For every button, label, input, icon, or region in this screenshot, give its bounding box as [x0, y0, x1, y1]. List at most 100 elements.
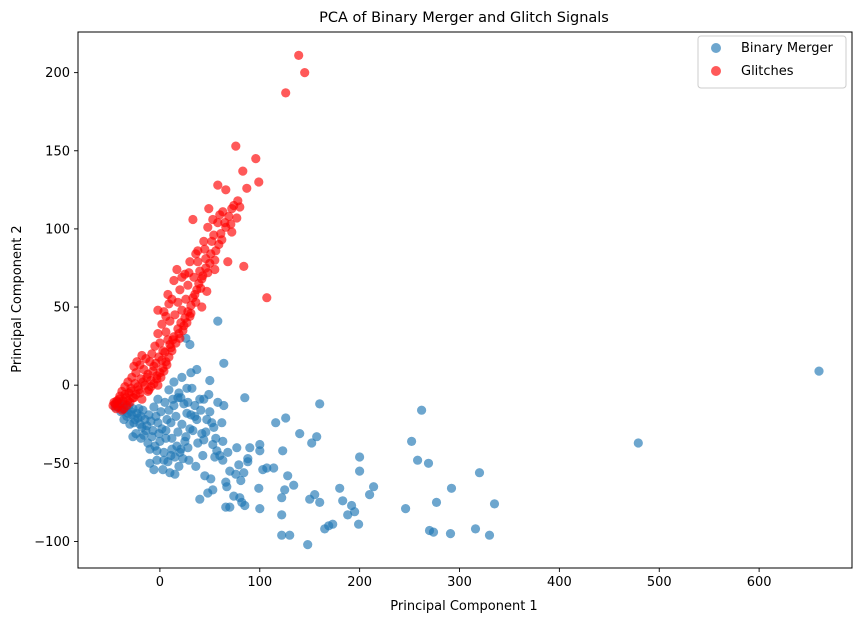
y-tick-label: 200 — [45, 66, 70, 81]
points-layer — [108, 50, 824, 550]
series-glitches — [108, 50, 310, 415]
binary-merger-point — [280, 485, 290, 495]
glitch-point — [200, 244, 210, 254]
binary-merger-point — [484, 530, 495, 540]
binary-merger-point — [198, 450, 208, 461]
binary-merger-point — [401, 504, 411, 514]
binary-merger-point — [186, 368, 196, 378]
binary-merger-point — [814, 366, 824, 376]
glitch-point — [210, 255, 220, 265]
glitch-point — [183, 280, 193, 290]
glitch-point — [231, 141, 241, 151]
glitch-point — [216, 229, 226, 239]
glitch-point — [153, 305, 163, 315]
glitch-point — [294, 50, 304, 61]
series-binary-merger — [110, 316, 824, 550]
glitch-point — [232, 213, 242, 223]
binary-merger-point — [303, 540, 313, 550]
binary-merger-point — [170, 469, 180, 479]
glitch-point — [213, 180, 223, 190]
binary-merger-point — [210, 452, 220, 462]
binary-merger-point — [446, 483, 457, 493]
y-tick-label: −50 — [43, 457, 70, 472]
glitch-point — [239, 261, 249, 271]
glitch-point — [150, 341, 160, 351]
binary-merger-point — [159, 447, 169, 457]
binary-merger-point — [213, 397, 223, 407]
binary-merger-point — [474, 468, 485, 478]
binary-merger-point — [277, 530, 287, 540]
binary-merger-point — [225, 466, 235, 476]
glitch-point — [191, 297, 201, 307]
y-tick-label: 150 — [45, 144, 70, 159]
binary-merger-point — [213, 316, 223, 326]
y-tick-label: 50 — [53, 301, 70, 316]
glitch-point — [233, 196, 243, 206]
glitch-point — [171, 338, 181, 348]
glitch-point — [182, 318, 192, 328]
y-axis: −100 −50 0 50 100 150 200 — [34, 66, 78, 550]
binary-merger-point — [143, 438, 153, 448]
binary-merger-point — [229, 491, 239, 501]
glitch-point — [169, 275, 179, 286]
binary-merger-point — [176, 444, 186, 454]
binary-merger-point — [315, 399, 325, 409]
binary-merger-point — [183, 443, 193, 453]
binary-merger-point — [285, 530, 295, 540]
glitch-point — [207, 236, 217, 246]
binary-merger-point — [355, 452, 365, 462]
binary-merger-point — [173, 427, 183, 437]
binary-merger-point — [193, 438, 203, 448]
glitch-point — [199, 236, 209, 246]
binary-merger-point — [633, 438, 643, 448]
binary-merger-point — [177, 372, 187, 382]
glitch-point — [203, 222, 213, 232]
legend-marker-binary-merger — [711, 43, 721, 53]
binary-merger-point — [136, 433, 146, 443]
binary-merger-point — [343, 510, 353, 520]
glitch-point — [186, 308, 196, 318]
glitch-point — [143, 386, 153, 396]
binary-merger-point — [445, 529, 456, 539]
x-axis-label: Principal Component 1 — [390, 599, 537, 614]
binary-merger-point — [190, 411, 200, 421]
binary-merger-point — [221, 502, 231, 512]
binary-merger-point — [278, 446, 288, 456]
binary-merger-point — [149, 402, 159, 412]
glitch-point — [163, 289, 173, 300]
binary-merger-point — [431, 497, 442, 507]
binary-merger-point — [489, 499, 500, 509]
binary-merger-point — [365, 490, 375, 500]
glitch-point — [153, 329, 163, 339]
glitch-point — [204, 204, 214, 214]
binary-merger-point — [255, 446, 265, 456]
binary-merger-point — [347, 500, 357, 511]
binary-merger-point — [335, 483, 345, 493]
binary-merger-point — [166, 450, 176, 461]
binary-merger-point — [185, 424, 195, 434]
binary-merger-point — [199, 394, 209, 404]
binary-merger-point — [221, 477, 231, 487]
glitch-point — [161, 311, 171, 321]
binary-merger-point — [208, 439, 218, 450]
binary-merger-point — [182, 383, 192, 393]
legend-label-binary-merger: Binary Merger — [741, 41, 833, 56]
binary-merger-point — [307, 438, 317, 448]
binary-merger-point — [152, 455, 162, 465]
glitch-point — [203, 268, 213, 278]
glitch-point — [181, 294, 191, 304]
binary-merger-point — [191, 461, 201, 471]
x-tick-label: 200 — [347, 575, 372, 590]
binary-merger-point — [195, 494, 205, 504]
binary-merger-point — [243, 454, 253, 464]
glitch-point — [238, 166, 248, 176]
glitch-point — [185, 257, 195, 267]
x-tick-label: 400 — [547, 575, 572, 590]
y-axis-label: Principal Component 2 — [10, 225, 25, 372]
binary-merger-point — [254, 483, 264, 493]
binary-merger-point — [203, 488, 213, 498]
x-tick-label: 600 — [747, 575, 772, 590]
glitch-point — [129, 361, 139, 371]
glitch-point — [177, 272, 187, 282]
legend: Binary Merger Glitches — [697, 35, 847, 89]
